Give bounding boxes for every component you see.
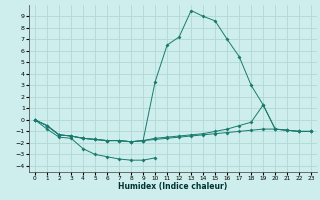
X-axis label: Humidex (Indice chaleur): Humidex (Indice chaleur) <box>118 182 228 191</box>
